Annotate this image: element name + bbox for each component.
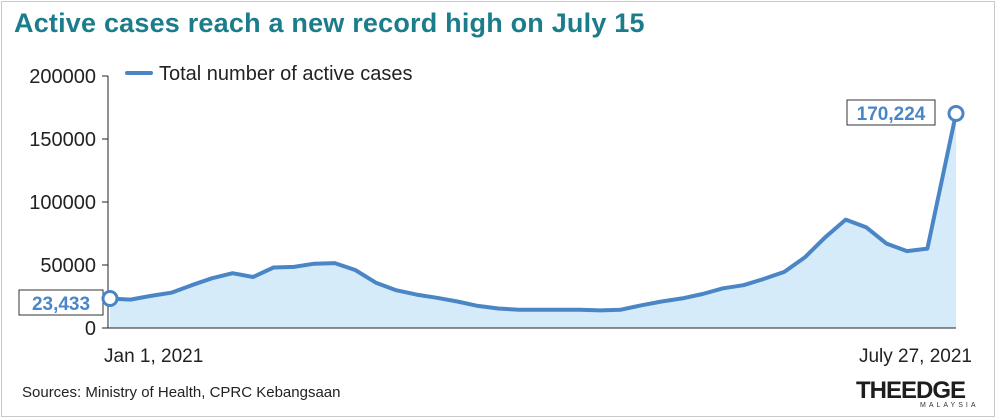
y-tick-label: 200000 xyxy=(29,66,96,88)
start-value-label: 23,433 xyxy=(32,294,90,315)
chart-title: Active cases reach a new record high on … xyxy=(14,8,645,38)
y-tick-label: 0 xyxy=(85,318,96,340)
logo-subtitle: MALAYSIA xyxy=(920,402,979,409)
x-end-label: July 27, 2021 xyxy=(859,346,972,367)
the-edge-logo: THEEDGE MALAYSIA xyxy=(856,378,984,412)
x-start-label: Jan 1, 2021 xyxy=(104,346,203,367)
logo-wordmark: THEEDGE xyxy=(856,377,966,404)
y-tick-label: 150000 xyxy=(29,129,96,151)
end-value-label: 170,224 xyxy=(857,104,926,125)
start-value-box xyxy=(18,289,104,316)
end-point-marker xyxy=(947,105,965,123)
end-value-box xyxy=(846,99,936,126)
start-point-marker xyxy=(101,289,119,307)
series-line xyxy=(108,111,958,313)
legend-label: Total number of active cases xyxy=(159,63,412,85)
source-note: Sources: Ministry of Health, CPRC Kebang… xyxy=(22,384,341,401)
y-tick-label: 50000 xyxy=(40,255,96,277)
y-tick-label: 100000 xyxy=(29,192,96,214)
area-fill xyxy=(110,113,956,328)
